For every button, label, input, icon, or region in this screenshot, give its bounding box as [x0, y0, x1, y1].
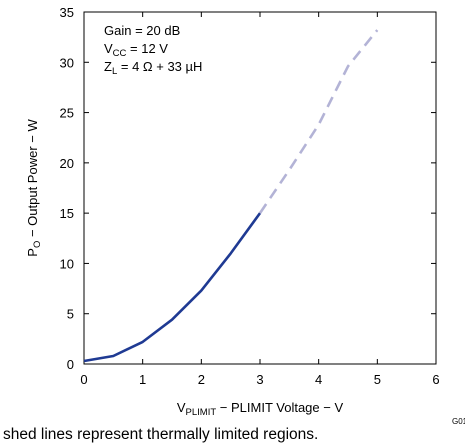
y-tick-label: 5 [67, 307, 74, 322]
tick-labels: 0 1 2 3 4 5 6 0 5 10 15 20 25 30 35 [60, 5, 440, 387]
series-line-solid [83, 212, 262, 363]
y-tick-label: 35 [60, 5, 74, 20]
x-tick-label: 6 [432, 372, 439, 387]
x-tick-label: 3 [256, 372, 263, 387]
series-layer [83, 29, 379, 363]
figure-id: G014 [452, 417, 465, 426]
x-tick-label: 2 [198, 372, 205, 387]
y-axis-title: PO − Output Power − W [25, 119, 43, 257]
tick-marks [83, 11, 437, 365]
y-tick-label: 30 [60, 55, 74, 70]
figure-caption: shed lines represent thermally limited r… [3, 426, 319, 443]
annotation-load: ZL = 4 Ω + 33 µH [104, 59, 202, 77]
chart: 0 1 2 3 4 5 6 0 5 10 15 20 25 30 35 VPLIMIT − PLIMIT V… [25, 5, 440, 418]
annotation-vcc: VCC = 12 V [104, 41, 168, 59]
y-tick-label: 15 [60, 206, 74, 221]
y-tick-label: 25 [60, 106, 74, 121]
x-tick-label: 1 [139, 372, 146, 387]
series-line-dashed [258, 29, 379, 214]
x-tick-label: 0 [80, 372, 87, 387]
y-tick-label: 10 [60, 256, 74, 271]
annotation-gain: Gain = 20 dB [104, 23, 180, 38]
x-axis-title: VPLIMIT − PLIMIT Voltage − V [177, 400, 344, 418]
y-tick-label: 20 [60, 156, 74, 171]
x-tick-label: 4 [315, 372, 322, 387]
x-tick-label: 5 [374, 372, 381, 387]
y-tick-label: 0 [67, 357, 74, 372]
legend-annotations: Gain = 20 dB VCC = 12 V ZL = 4 Ω + 33 µH [104, 23, 202, 77]
